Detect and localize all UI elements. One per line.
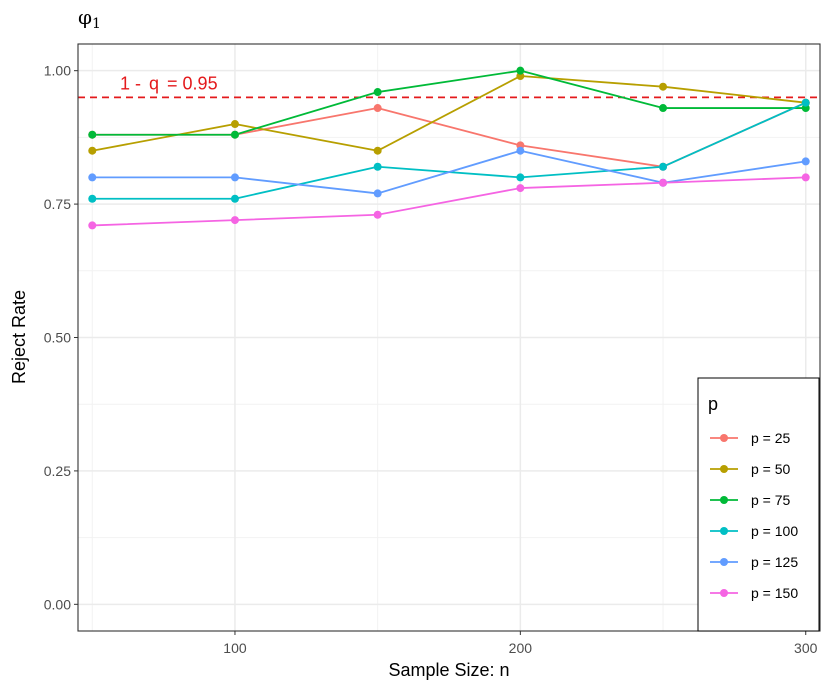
chart-title: φ1 [78, 5, 101, 32]
y-tick-label: 0.75 [44, 196, 71, 212]
x-axis-title: Sample Size: n [388, 660, 509, 680]
data-point [373, 88, 382, 97]
y-tick-label: 0.50 [44, 330, 71, 346]
data-point [373, 189, 382, 198]
data-point [230, 130, 239, 139]
reference-line-label: 1 - q = 0.95 [120, 73, 218, 93]
data-point [88, 173, 97, 182]
legend-item-label: p = 100 [751, 523, 798, 539]
data-point [659, 82, 668, 91]
legend-key-point [720, 558, 728, 566]
data-point [230, 173, 239, 182]
data-point [88, 221, 97, 230]
legend-item-label: p = 125 [751, 554, 798, 570]
y-tick-label: 0.00 [44, 596, 71, 612]
data-point [516, 173, 525, 182]
data-point [230, 216, 239, 225]
legend-item-label: p = 50 [751, 461, 791, 477]
data-point [373, 210, 382, 219]
reference-line-group: 1 - q = 0.95 [78, 73, 820, 99]
data-point [659, 162, 668, 171]
legend: p p = 25 p = 50 p = 75 p = 100 p = 125 p = 15… [697, 377, 820, 632]
legend-item-label: p = 75 [751, 492, 791, 508]
data-point [516, 146, 525, 155]
reference-label-part: q [149, 73, 159, 93]
y-tick-label: 1.00 [44, 63, 71, 79]
major-gridlines [78, 44, 820, 631]
x-axis: 100 200 300 [223, 631, 818, 656]
legend-key-point [720, 465, 728, 473]
series-lines [92, 69, 807, 227]
data-point [88, 130, 97, 139]
legend-items: p = 25 p = 50 p = 75 p = 100 p = 125 p = 150 [710, 430, 798, 601]
series-line-3 [92, 69, 806, 136]
legend-key-point [720, 434, 728, 442]
series-line-2 [92, 75, 806, 152]
y-axis-title: Reject Rate [9, 290, 29, 384]
data-point [659, 104, 668, 113]
legend-key-point [720, 589, 728, 597]
legend-key-point [720, 527, 728, 535]
y-tick-label: 0.25 [44, 463, 71, 479]
x-tick-label: 200 [509, 640, 533, 656]
chart-title-subscript: 1 [92, 16, 101, 32]
data-point [659, 178, 668, 187]
data-point [373, 146, 382, 155]
legend-key-point [720, 496, 728, 504]
y-axis: 0.00 0.25 0.50 0.75 1.00 [44, 63, 78, 612]
x-tick-label: 100 [223, 640, 247, 656]
reference-label-part: 1 - [120, 73, 141, 93]
data-point [230, 120, 239, 129]
data-point [230, 194, 239, 203]
data-point [373, 104, 382, 113]
legend-item-label: p = 150 [751, 585, 798, 601]
legend-box [697, 377, 820, 632]
legend-title: p [708, 394, 718, 414]
chart-title-main: φ [78, 5, 92, 29]
data-point [88, 194, 97, 203]
data-point [516, 184, 525, 193]
data-point [516, 66, 525, 75]
data-point [373, 162, 382, 171]
data-point [801, 98, 810, 107]
series-line-6 [92, 176, 806, 227]
series-line-5 [92, 149, 806, 195]
data-point [88, 146, 97, 155]
data-point [801, 173, 810, 182]
reference-label-part: = 0.95 [167, 73, 218, 93]
legend-item-label: p = 25 [751, 430, 791, 446]
data-point [801, 157, 810, 166]
series-points [88, 66, 810, 230]
x-tick-label: 300 [794, 640, 818, 656]
